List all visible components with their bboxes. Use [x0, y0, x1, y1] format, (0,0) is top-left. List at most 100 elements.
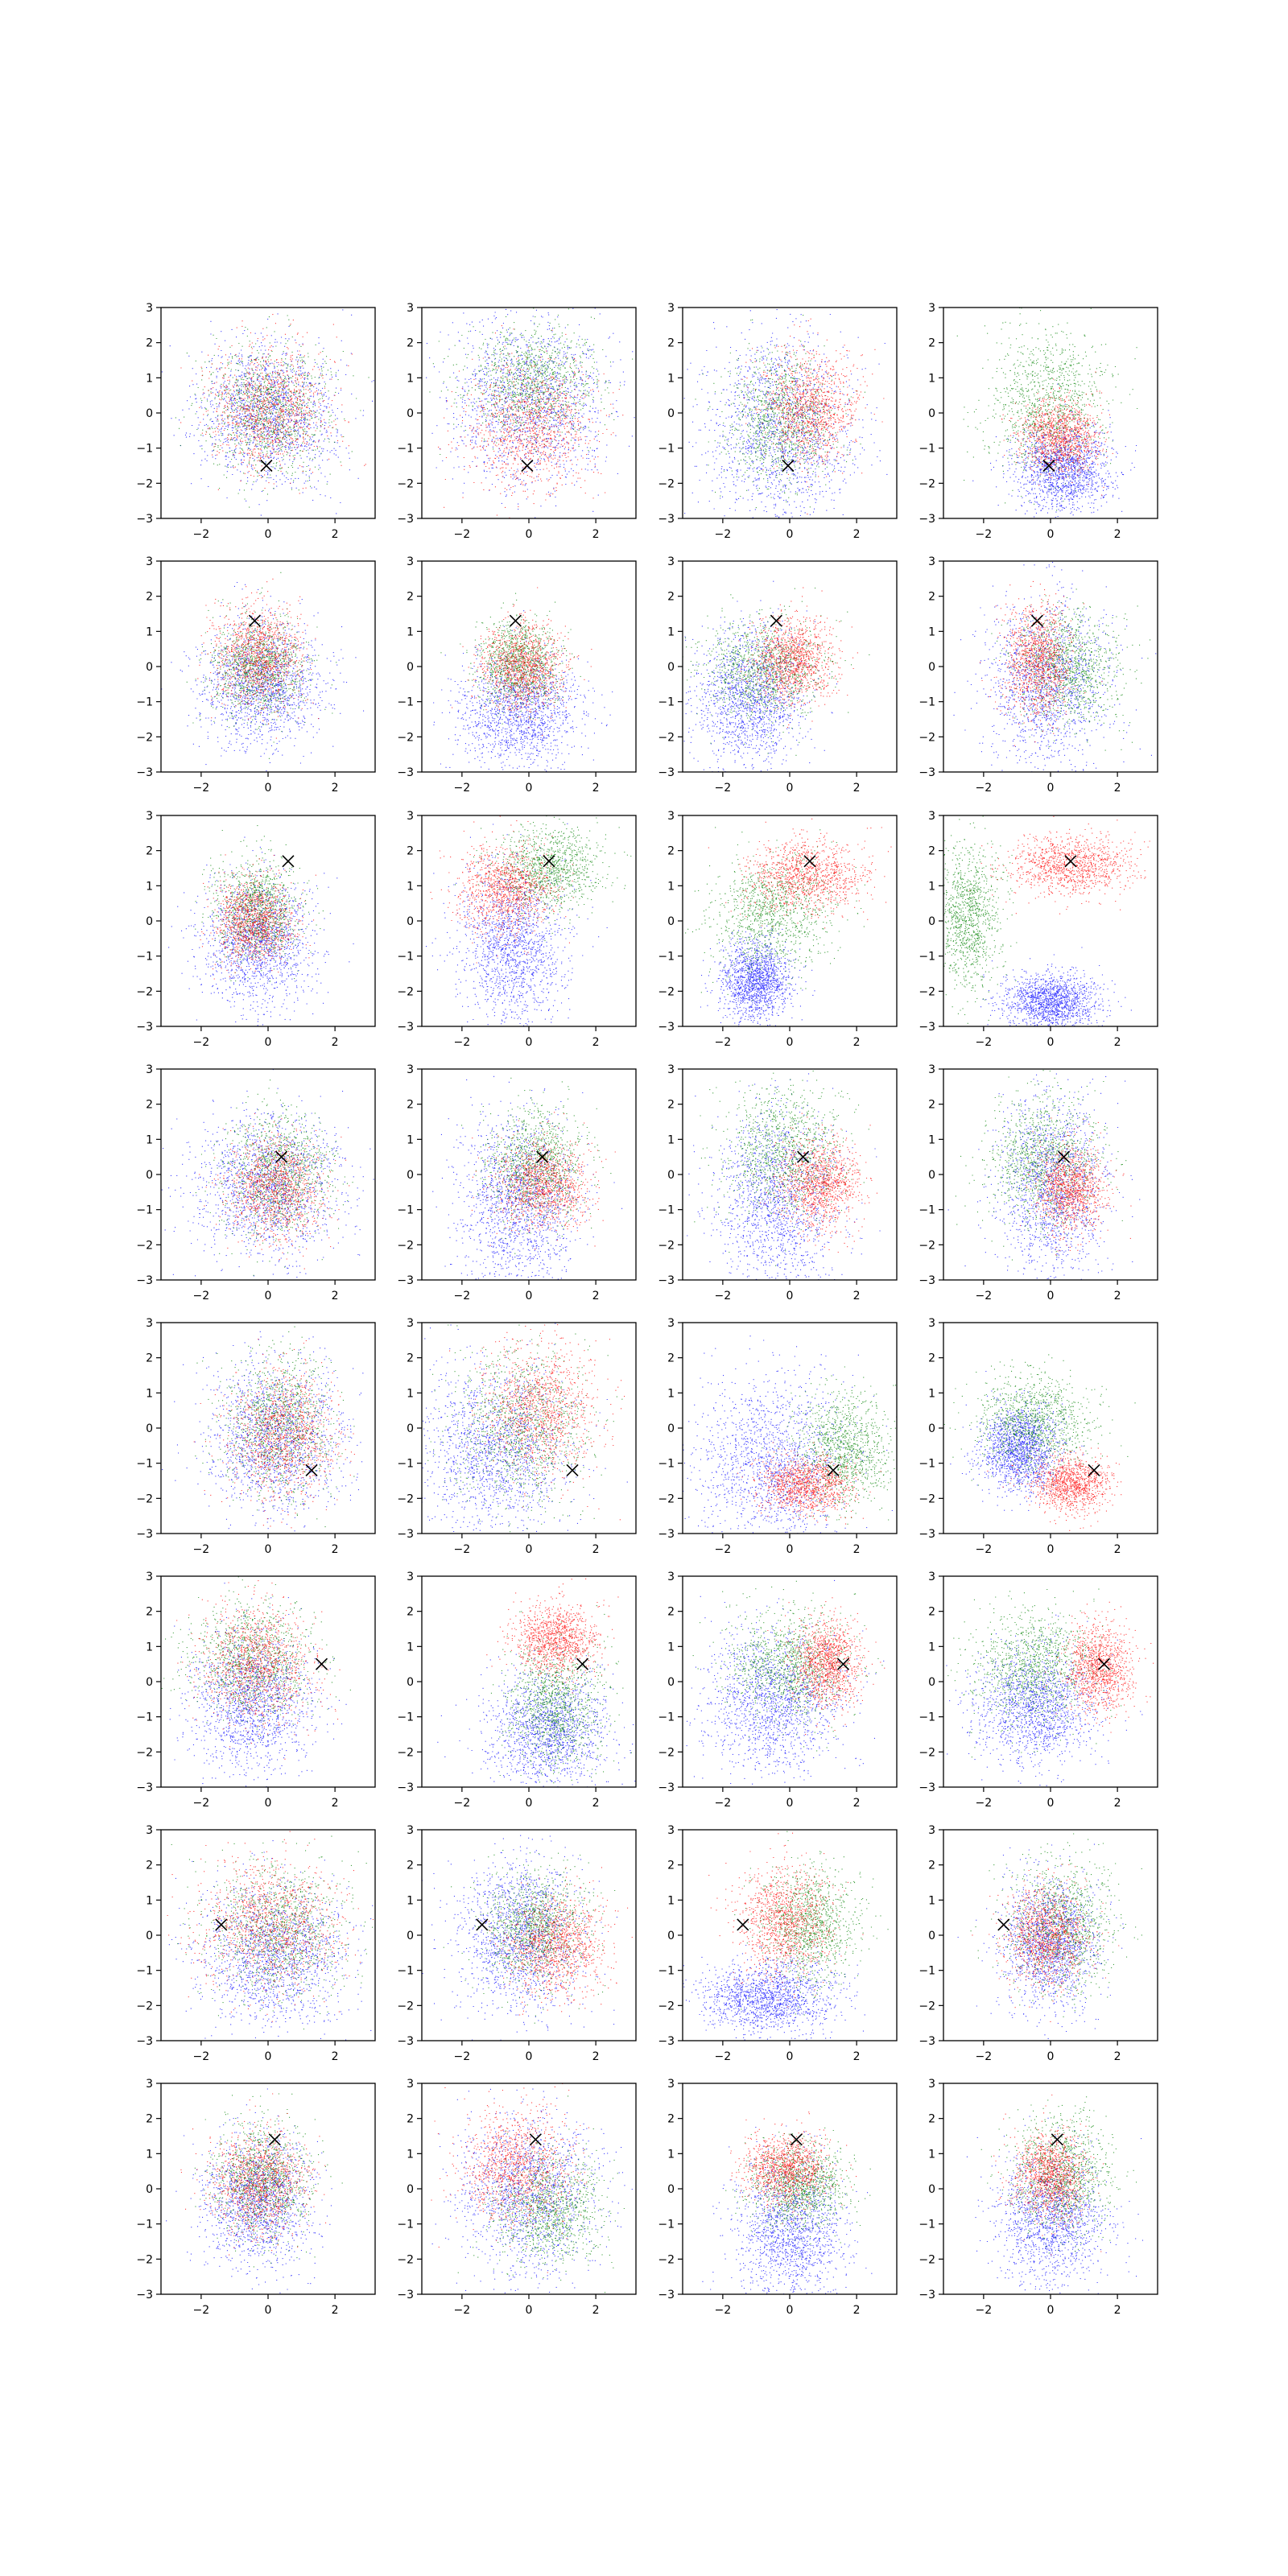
- x-marker: [737, 1919, 749, 1930]
- series-green-points: [693, 1581, 883, 1751]
- axes-frame: [161, 1576, 375, 1787]
- y-tick-label: −3: [397, 2289, 414, 2301]
- y-tick-label: −2: [397, 1492, 414, 1505]
- y-tick-label: 0: [928, 1930, 935, 1942]
- y-tick-label: −1: [658, 696, 675, 709]
- y-tick-label: 0: [928, 661, 935, 674]
- y-tick-label: −1: [397, 1458, 414, 1471]
- y-tick-label: 1: [146, 1641, 153, 1653]
- y-tick-label: 0: [407, 2183, 414, 2196]
- y-tick-label: −1: [919, 696, 935, 709]
- y-tick-label: −1: [136, 1965, 153, 1978]
- y-tick-label: −1: [919, 2219, 935, 2231]
- x-tick-label: 2: [332, 528, 339, 541]
- series-green-points: [971, 1828, 1142, 2017]
- scatter-points: [668, 803, 898, 1042]
- y-tick-label: −2: [658, 477, 675, 490]
- y-tick-label: −1: [397, 2219, 414, 2231]
- y-tick-label: −3: [397, 1021, 414, 1034]
- y-tick-label: −3: [397, 766, 414, 779]
- y-tick-label: −3: [658, 1021, 675, 1034]
- x-tick-label: −2: [454, 782, 471, 795]
- y-tick-label: −2: [658, 1239, 675, 1252]
- y-tick-label: 1: [146, 2148, 153, 2161]
- y-tick-label: 2: [928, 1606, 935, 1619]
- x-tick-label: 0: [1047, 1036, 1055, 1049]
- x-marker: [530, 2134, 541, 2145]
- y-tick-label: 0: [667, 2183, 675, 2196]
- y-tick-label: 2: [928, 1099, 935, 1112]
- series-green-points: [956, 1048, 1126, 1260]
- series-blue-points: [136, 1583, 346, 1831]
- x-tick-label: 0: [786, 1543, 794, 1556]
- y-tick-label: −2: [658, 1746, 675, 1759]
- y-tick-label: −2: [136, 731, 153, 744]
- y-tick-label: −3: [397, 2035, 414, 2048]
- x-tick-label: 2: [1114, 1797, 1121, 1810]
- series-green-points: [654, 588, 869, 756]
- x-tick-label: 0: [265, 528, 272, 541]
- y-tick-label: −1: [919, 1458, 935, 1471]
- x-tick-label: 2: [1114, 1290, 1121, 1302]
- x-tick-label: 2: [332, 1797, 339, 1810]
- y-tick-label: −3: [136, 513, 153, 526]
- x-tick-label: −2: [454, 1543, 471, 1556]
- y-tick-label: −2: [136, 1746, 153, 1759]
- x-tick-label: −2: [193, 1036, 210, 1049]
- x-tick-label: −2: [193, 1290, 210, 1302]
- x-tick-label: 0: [526, 2304, 533, 2317]
- x-tick-label: −2: [454, 2050, 471, 2063]
- series-red-points: [489, 1868, 633, 2015]
- x-tick-label: 2: [592, 1036, 600, 1049]
- x-tick-label: −2: [193, 782, 210, 795]
- x-tick-label: −2: [715, 1543, 732, 1556]
- y-tick-label: 3: [928, 810, 935, 823]
- series-green-points: [957, 299, 1138, 510]
- y-tick-label: 1: [928, 880, 935, 893]
- y-tick-label: 2: [146, 591, 153, 604]
- y-tick-label: 2: [146, 2113, 153, 2126]
- series-red-points: [1020, 1118, 1132, 1255]
- scatter-points: [665, 1025, 881, 1363]
- x-tick-label: 2: [853, 2050, 861, 2063]
- y-tick-label: −3: [658, 1528, 675, 1541]
- y-tick-label: 3: [667, 1824, 675, 1837]
- y-tick-label: 2: [146, 1352, 153, 1365]
- y-tick-label: 1: [667, 625, 675, 638]
- y-tick-label: 1: [667, 1133, 675, 1146]
- y-tick-label: 0: [928, 1422, 935, 1435]
- x-tick-label: 0: [265, 2304, 272, 2317]
- y-tick-label: −3: [136, 1274, 153, 1287]
- series-green-points: [461, 1078, 611, 1253]
- y-tick-label: −1: [658, 443, 675, 456]
- x-tick-label: 0: [786, 782, 794, 795]
- x-marker: [283, 856, 294, 867]
- y-tick-label: 1: [407, 372, 414, 385]
- y-tick-label: 3: [407, 1317, 414, 1330]
- y-tick-label: 3: [407, 2078, 414, 2091]
- scatter-points: [437, 1579, 647, 1816]
- scatter-points: [426, 803, 631, 1063]
- y-tick-label: −3: [136, 2289, 153, 2301]
- y-tick-label: 3: [667, 302, 675, 315]
- series-blue-points: [166, 2089, 332, 2295]
- y-tick-label: −3: [658, 2289, 675, 2301]
- y-tick-label: −3: [658, 2035, 675, 2048]
- y-tick-label: 2: [407, 1099, 414, 1112]
- x-marker: [316, 1658, 328, 1670]
- y-tick-label: 2: [407, 845, 414, 858]
- x-marker: [477, 1919, 488, 1930]
- y-tick-label: −1: [397, 951, 414, 964]
- y-tick-label: 0: [407, 1930, 414, 1942]
- scatter-points: [397, 588, 613, 796]
- x-marker: [838, 1658, 849, 1670]
- series-red-points: [730, 2112, 857, 2224]
- y-tick-label: −1: [658, 1204, 675, 1217]
- y-tick-label: 0: [146, 407, 153, 420]
